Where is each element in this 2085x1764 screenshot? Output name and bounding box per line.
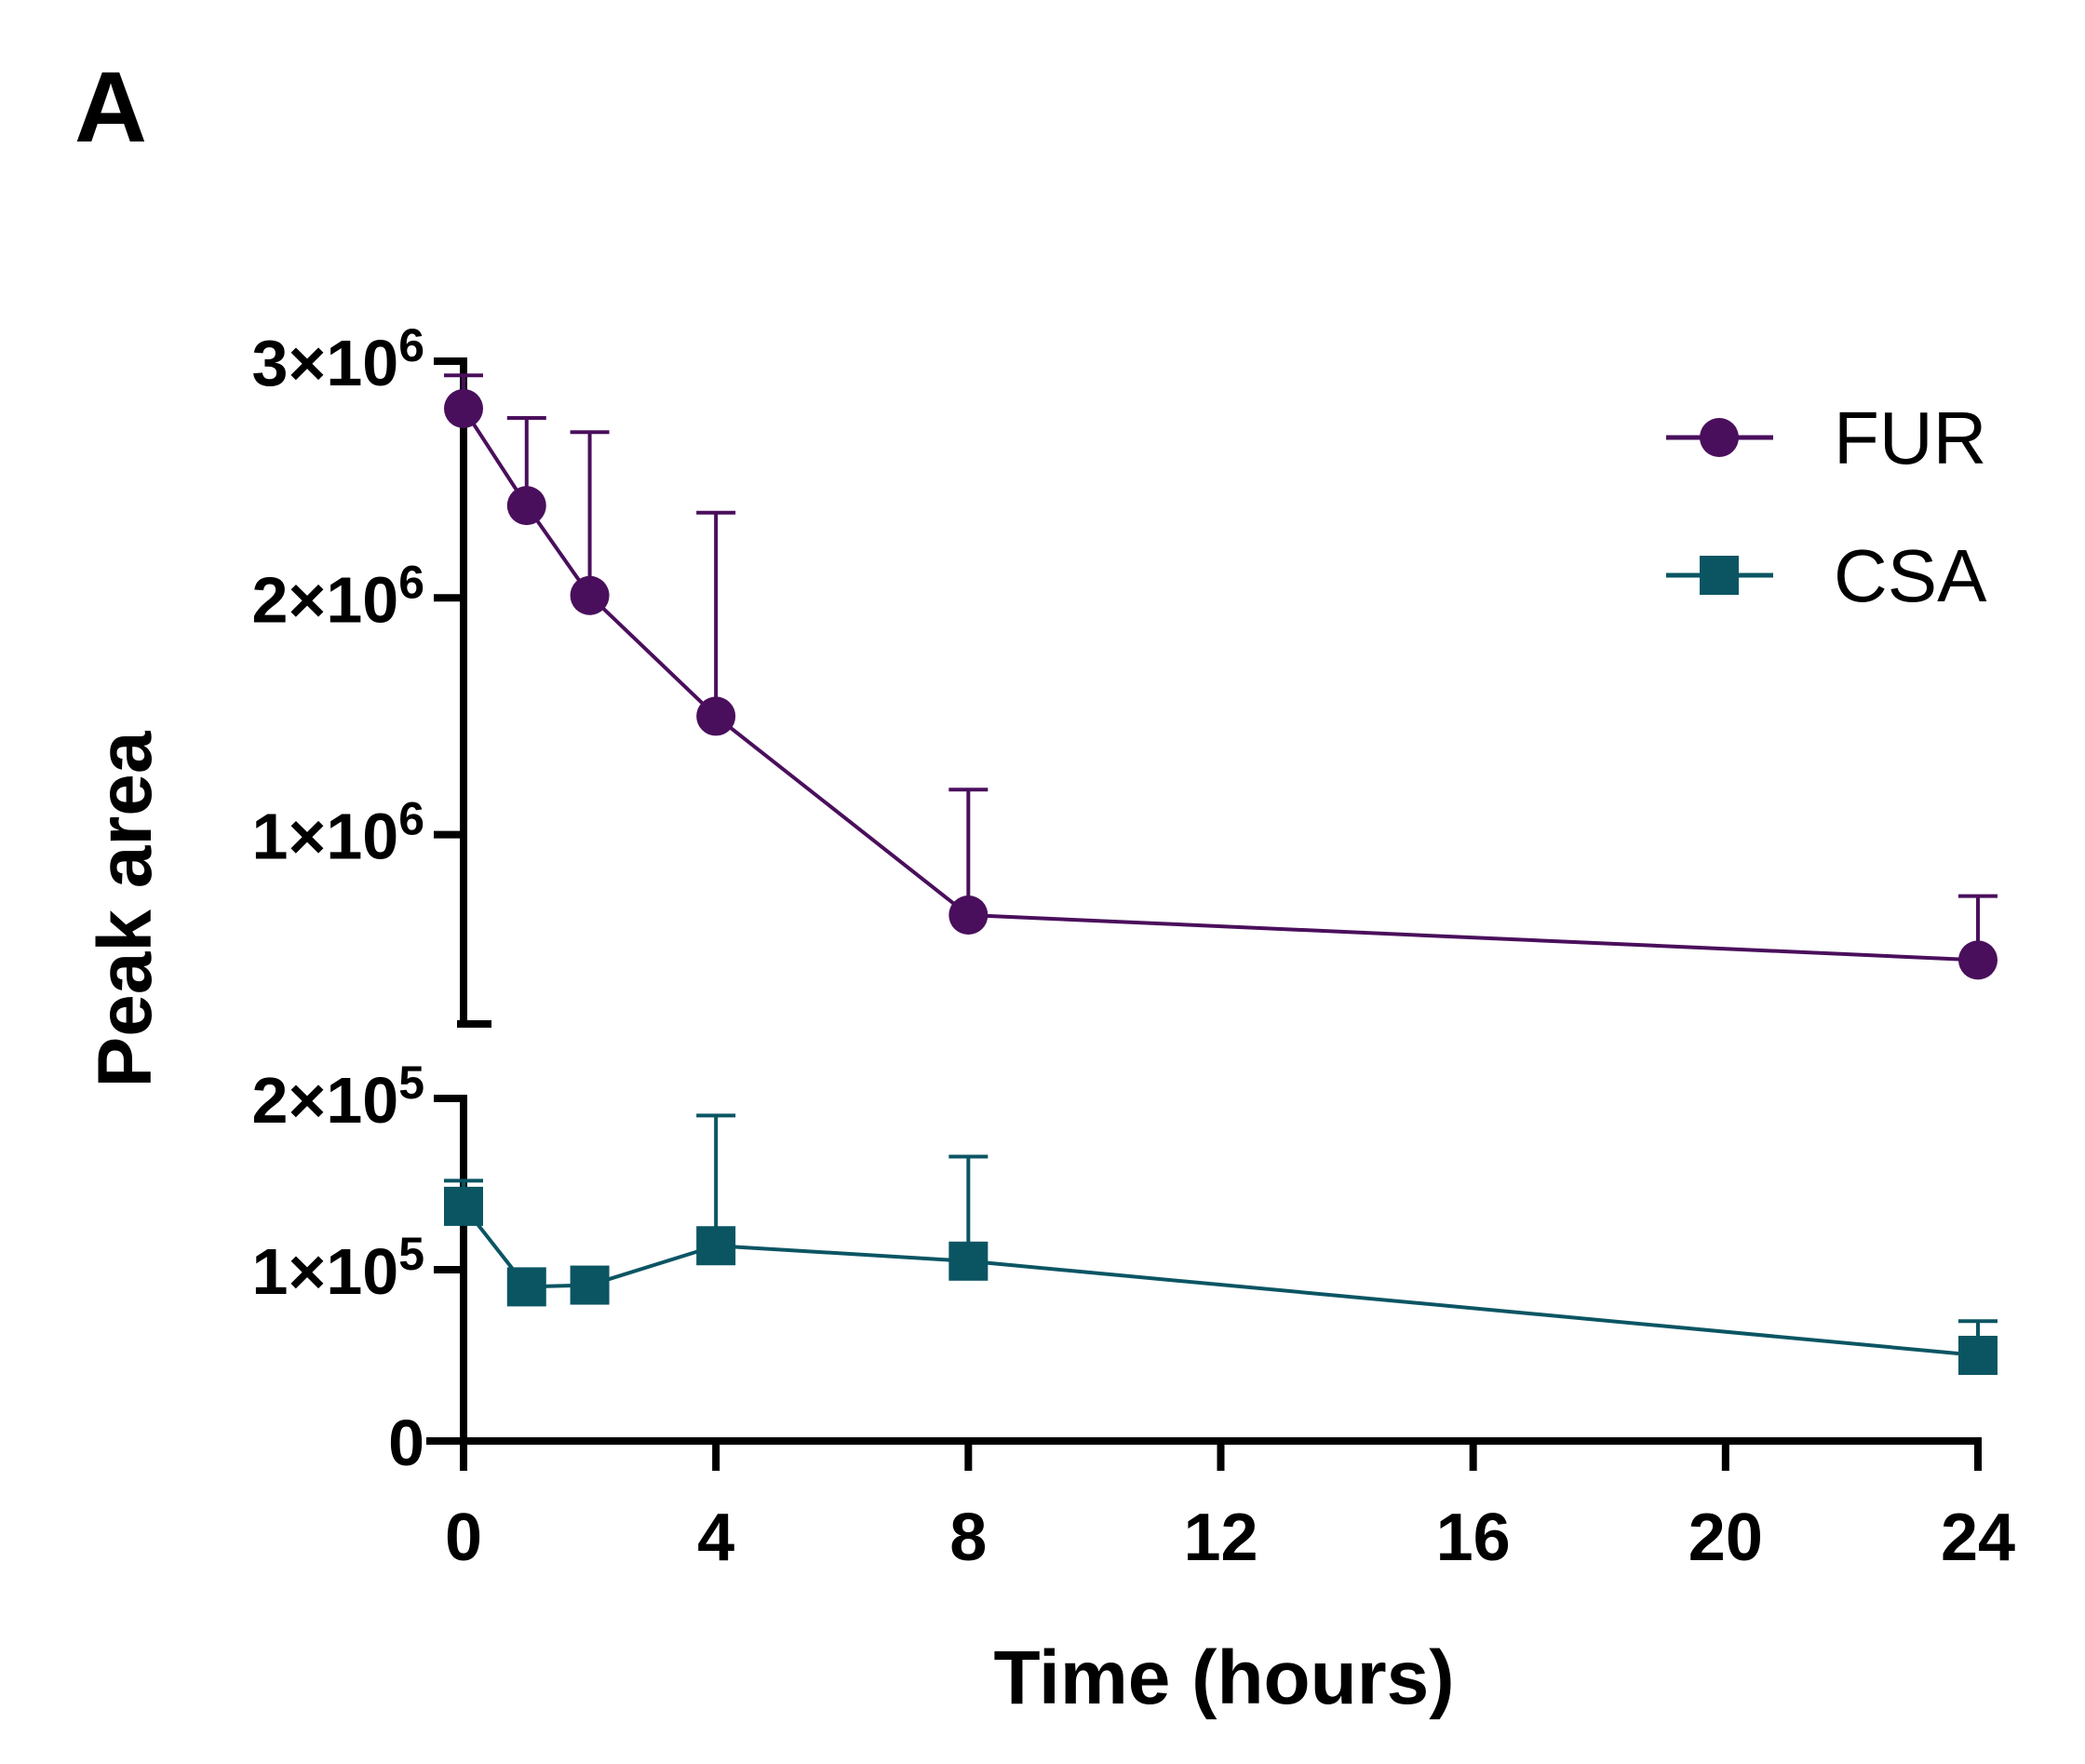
x-tick-label: 20 [1688,1501,1763,1575]
x-tick-label: 16 [1436,1501,1511,1575]
data-point [1958,940,1998,980]
y-tick-label: 2×106 [252,556,424,636]
data-point [948,895,989,936]
data-point [570,575,610,615]
legend-marker [1700,556,1739,595]
legend-item-csa: CSA [1666,534,1987,617]
series-line [462,1205,1979,1357]
x-tick-label: 4 [697,1501,734,1575]
data-point [444,1186,483,1226]
x-tick-label: 8 [949,1501,987,1575]
legend-label: CSA [1834,534,1987,617]
legend-marker [1700,418,1739,457]
y-tick-label: 3×106 [252,319,424,399]
y-tick-label: 0 [388,1407,424,1479]
y-tick-labels: 0 1×105 2×105 1×106 2×106 3×106 [252,319,424,1479]
data-point [1958,1336,1998,1375]
legend-item-fur: FUR [1666,397,1986,479]
series-csa [444,1113,1998,1375]
data-point [696,696,736,736]
x-axis [426,1437,1982,1471]
x-tick-labels: 0 4 8 12 16 20 24 [445,1501,2015,1575]
data-point [506,1267,546,1307]
y-axis-label: Peak area [83,730,168,1087]
y-tick-label: 1×105 [252,1228,424,1308]
legend: FUR CSA [1666,397,1987,617]
data-point [506,486,546,526]
data-point [570,1265,610,1305]
legend-label: FUR [1834,397,1986,479]
y-axis [434,357,491,1445]
data-point [696,1226,736,1266]
y-tick-label: 2×105 [252,1057,424,1137]
x-tick-label: 24 [1941,1501,2015,1575]
x-tick-label: 0 [445,1501,482,1575]
series-layer [444,373,1998,1375]
data-point [444,388,483,428]
x-axis-label: Time (hours) [993,1636,1454,1720]
series-line [462,407,1979,963]
x-tick-label: 12 [1183,1501,1258,1575]
panel-label: A [74,50,147,163]
series-fur [444,373,1998,980]
data-point [948,1241,989,1281]
y-tick-label: 1×106 [252,793,424,873]
